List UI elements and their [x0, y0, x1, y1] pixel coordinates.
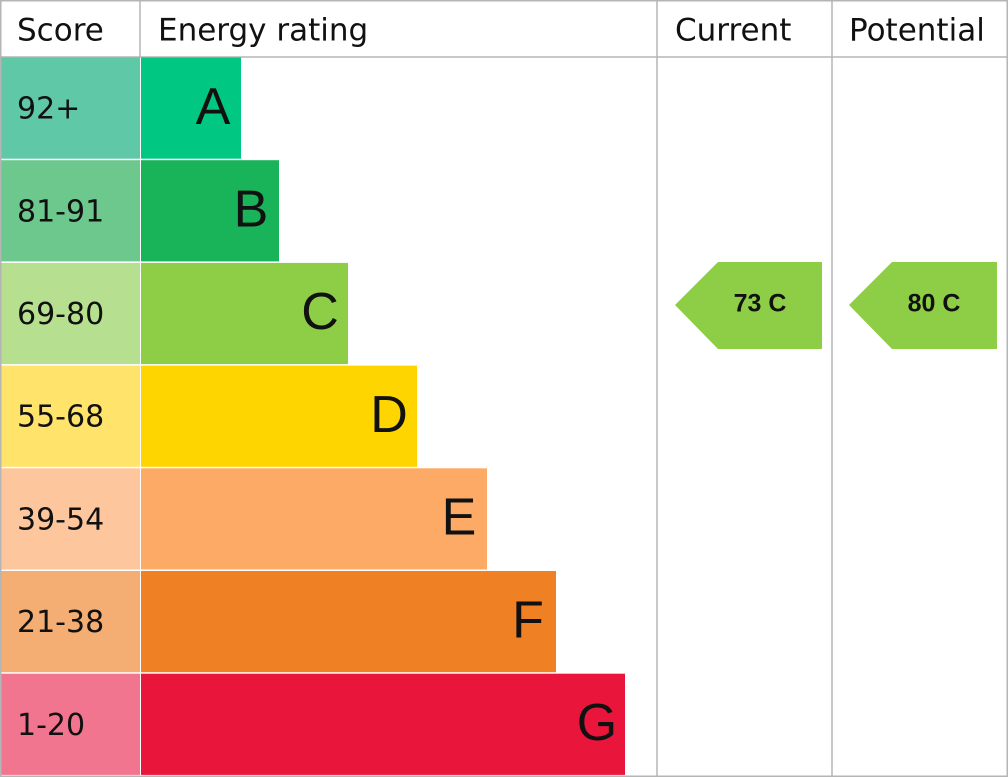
score-cell [1, 571, 140, 673]
score-label: 55-68 [17, 400, 104, 435]
band-letter: D [370, 386, 408, 444]
current-label: 73 C [734, 290, 787, 318]
header-score: Score [17, 13, 104, 49]
score-label: 21-38 [17, 605, 104, 640]
header-current: Current [675, 13, 791, 49]
header-rating: Energy rating [158, 13, 368, 49]
band-letter: F [512, 591, 544, 649]
rating-bar [141, 365, 417, 467]
potential-arrow [849, 262, 997, 349]
potential-label: 80 C [908, 290, 961, 318]
score-cell [1, 468, 140, 570]
band-letter: E [442, 489, 477, 547]
band-letter: B [234, 181, 269, 239]
rating-bar [141, 262, 348, 365]
score-cell [1, 365, 140, 467]
band-letter: G [577, 694, 617, 752]
score-label: 39-54 [17, 502, 104, 537]
score-label: 81-91 [17, 194, 104, 229]
score-label: 1-20 [17, 708, 85, 743]
score-cell [1, 57, 140, 159]
rating-bar [141, 160, 279, 262]
current-arrow [675, 262, 822, 349]
score-cell [1, 262, 140, 365]
band-letter: C [301, 283, 339, 341]
header-potential: Potential [849, 13, 985, 49]
rating-bar [141, 57, 241, 159]
score-cell [1, 673, 140, 775]
score-cell [1, 160, 140, 262]
score-label: 69-80 [17, 297, 104, 332]
rating-bar [141, 673, 625, 775]
rating-bar [141, 468, 487, 570]
score-label: 92+ [17, 92, 80, 127]
rating-bar [141, 571, 556, 673]
band-letter: A [196, 78, 231, 136]
